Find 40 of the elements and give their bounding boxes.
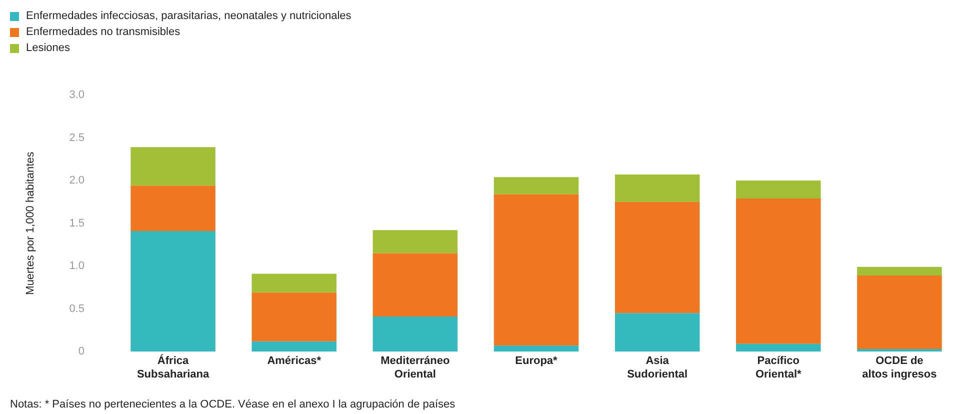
- y-tick-label: 0.5: [69, 302, 84, 315]
- bar: [494, 194, 579, 346]
- x-tick-label: África Subsahariana: [136, 354, 210, 380]
- y-tick-label: 3.0: [69, 89, 84, 102]
- y-tick-label: 1.5: [69, 217, 84, 230]
- x-tick-label: OCDE de altos ingresos: [862, 355, 937, 380]
- x-tick-label: Américas*: [267, 355, 322, 368]
- y-tick-label: 1.0: [69, 260, 84, 272]
- bar: [372, 316, 458, 352]
- legend-label: Enfermedades no transmisibles: [26, 25, 180, 40]
- bar: [614, 202, 700, 314]
- y-tick-label: 2.5: [69, 132, 84, 144]
- bar: [614, 313, 700, 352]
- bar: [736, 198, 821, 344]
- legend-label: Lesiones: [26, 41, 70, 56]
- bar: [857, 266, 942, 276]
- bar: [857, 349, 942, 352]
- bar: [494, 177, 579, 194]
- bar: [130, 231, 216, 352]
- bar: [736, 344, 821, 352]
- bar: [130, 186, 216, 231]
- bar: [857, 275, 942, 350]
- bar: [494, 346, 579, 352]
- bar: [372, 253, 458, 317]
- bar: [736, 180, 821, 198]
- bar: [372, 230, 458, 254]
- x-tick-label: Europa*: [515, 355, 558, 368]
- y-tick-label: 0: [78, 346, 84, 358]
- bar: [252, 341, 336, 352]
- bar: [130, 147, 216, 186]
- x-tick-label: Pacífico Oriental*: [755, 355, 802, 380]
- legend-label: Enfermedades infecciosas, parasitarias, neonatales y nutricionales: [26, 9, 352, 24]
- x-tick-label: Asia Sudoriental: [627, 355, 688, 380]
- bar: [614, 174, 700, 202]
- x-tick-label: Mediterráneo Oriental: [380, 355, 450, 380]
- y-axis-title: Muertes por 1,000 habitantes: [24, 151, 37, 295]
- bar: [252, 274, 336, 293]
- text: Notas: * Países no pertenecientes a la OCDE. Véase en el anexo I la agrupación de países: [10, 398, 456, 411]
- y-tick-label: 2.0: [69, 174, 84, 187]
- bar: [252, 292, 336, 342]
